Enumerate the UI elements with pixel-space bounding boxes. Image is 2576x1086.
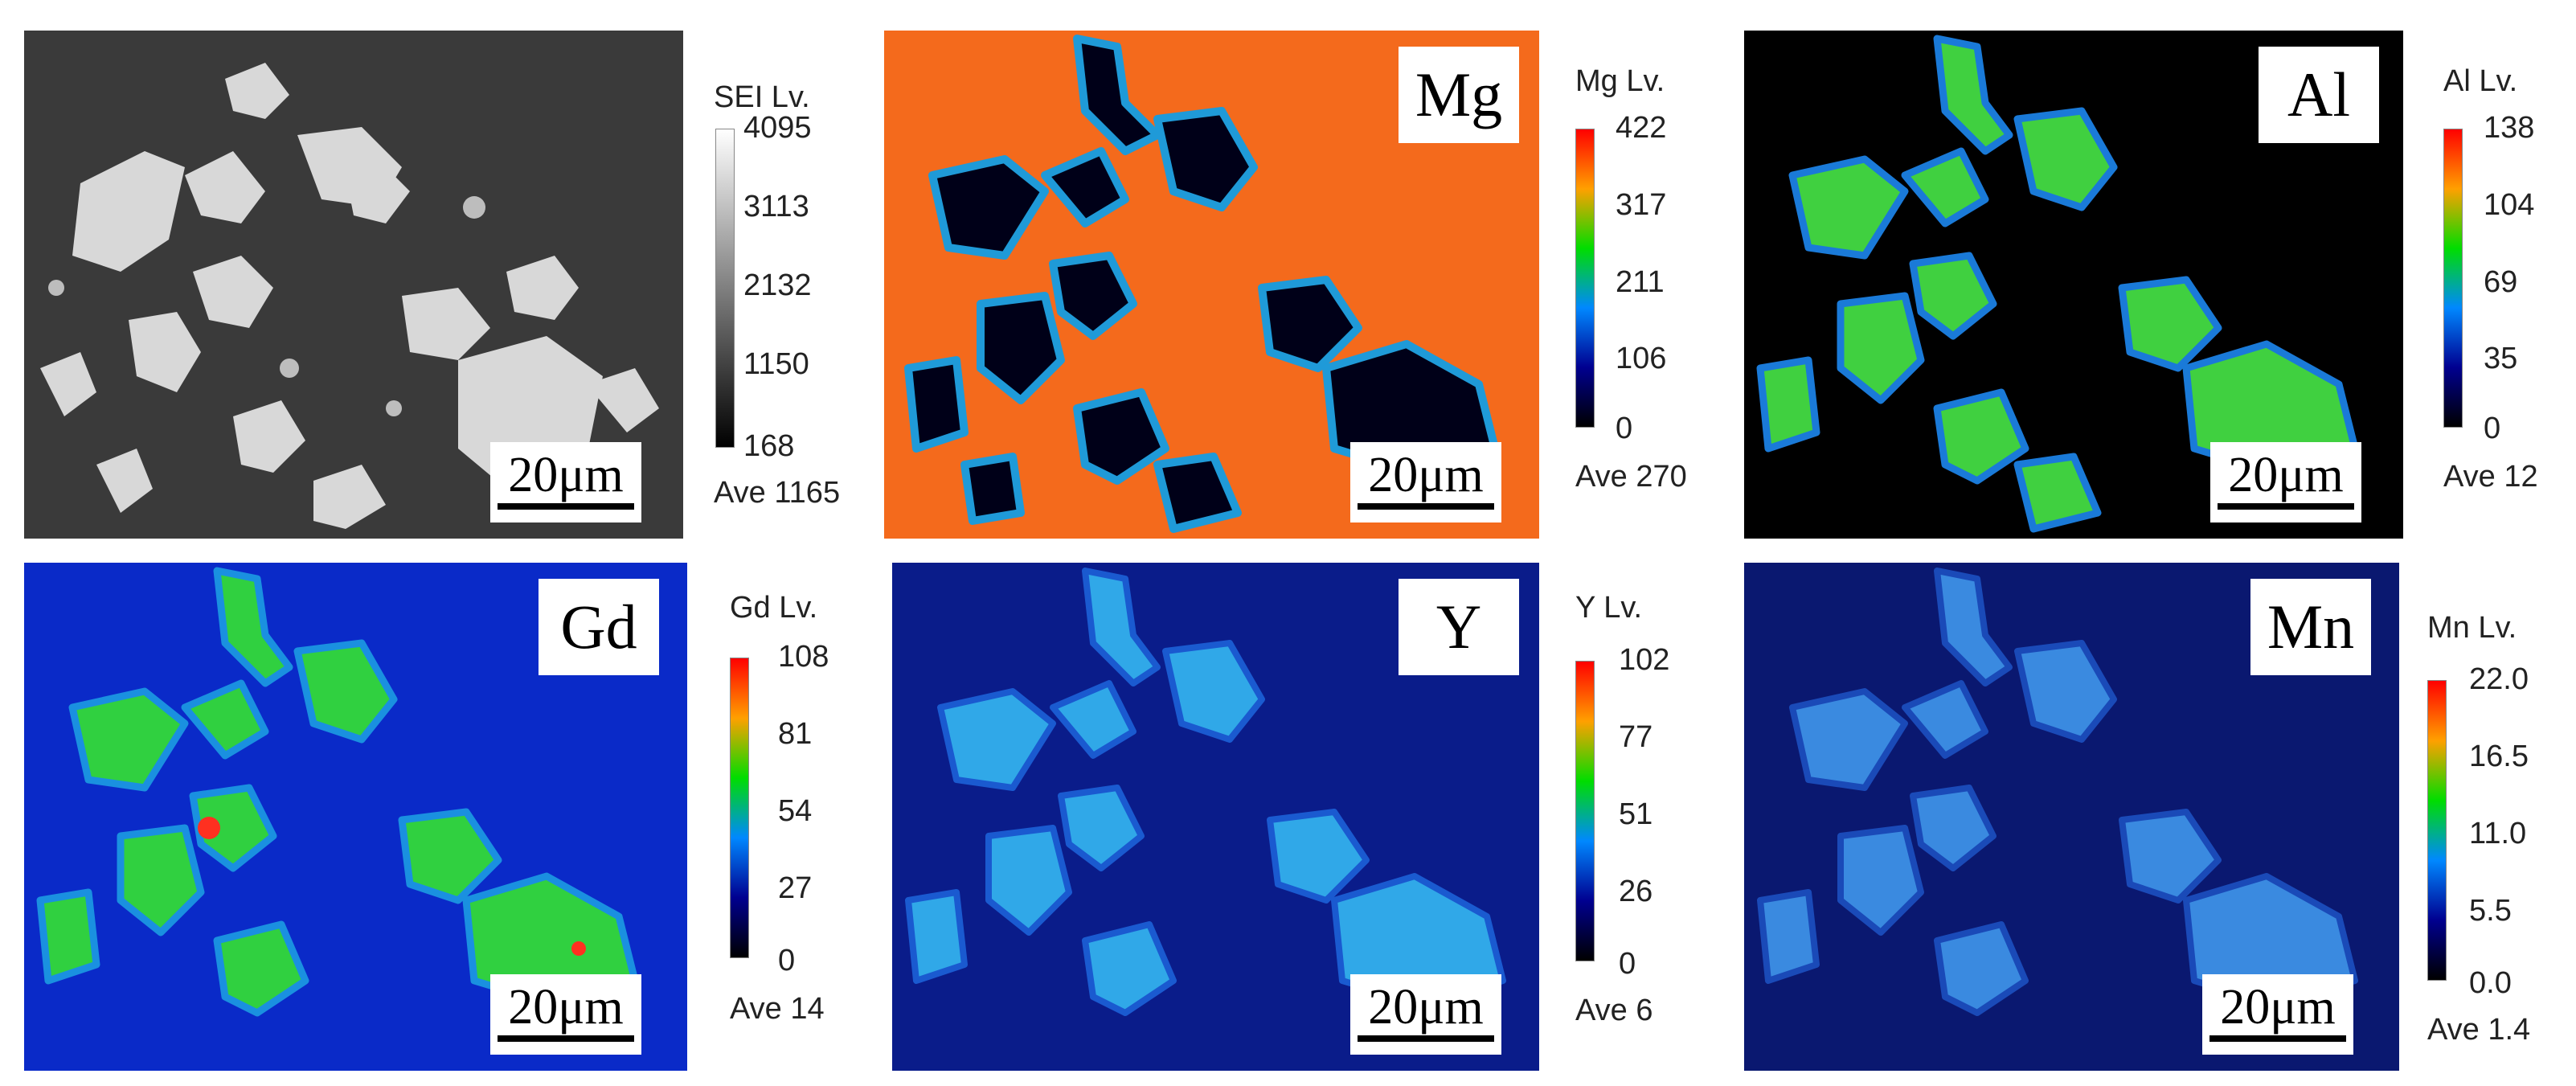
al-tick: 138	[2484, 111, 2535, 145]
gd-tick: 0	[778, 944, 796, 977]
al-ave: Ave 12	[2443, 460, 2538, 494]
mn-colorbar	[2427, 680, 2447, 981]
y-tick: 26	[1619, 875, 1653, 908]
sei-micrograph	[24, 31, 683, 539]
element-label: Al	[2259, 47, 2379, 143]
al-map-image: Al 20μm	[1744, 31, 2403, 539]
y-tick: 102	[1619, 643, 1670, 677]
al-tick: 35	[2484, 342, 2518, 375]
mn-tick: 22.0	[2469, 662, 2529, 696]
scale-bar: 20μm	[2210, 442, 2361, 523]
gd-legend-title: Gd Lv.	[730, 591, 818, 625]
mn-legend-title: Mn Lv.	[2427, 611, 2517, 645]
scale-bar: 20μm	[1350, 974, 1501, 1055]
y-map-image: Y 20μm	[892, 563, 1539, 1071]
mn-tick: 16.5	[2469, 740, 2529, 773]
scale-bar-line	[1358, 1035, 1494, 1042]
scale-bar-line	[2218, 503, 2354, 510]
scale-bar-line	[2209, 1035, 2346, 1042]
scale-bar: 20μm	[1350, 442, 1501, 523]
element-label: Gd	[539, 579, 659, 675]
scale-bar-label: 20μm	[1368, 980, 1484, 1035]
al-legend-title: Al Lv.	[2443, 64, 2518, 98]
gd-tick: 81	[778, 717, 813, 751]
mn-tick: 5.5	[2469, 894, 2512, 928]
scale-bar-label: 20μm	[1368, 448, 1484, 502]
scale-bar: 20μm	[490, 442, 641, 523]
sei-tick: 2132	[743, 268, 812, 302]
al-tick: 104	[2484, 188, 2535, 222]
mn-map-image: Mn 20μm	[1744, 563, 2399, 1071]
mg-tick: 317	[1616, 188, 1667, 222]
mg-map-image: Mg 20μm	[884, 31, 1539, 539]
scale-bar: 20μm	[490, 974, 641, 1055]
y-tick: 51	[1619, 797, 1653, 831]
y-tick: 77	[1619, 720, 1653, 754]
mn-ave: Ave 1.4	[2427, 1013, 2531, 1047]
mn-tick: 11.0	[2469, 817, 2527, 850]
sei-legend-title: SEI Lv.	[714, 80, 810, 114]
mg-legend-title: Mg Lv.	[1575, 64, 1665, 98]
sei-tick: 1150	[743, 347, 809, 381]
scale-bar-label: 20μm	[2228, 448, 2344, 502]
mg-tick: 0	[1616, 412, 1633, 445]
scale-bar-line	[1358, 503, 1494, 510]
al-tick: 0	[2484, 412, 2501, 445]
mg-tick: 422	[1616, 111, 1667, 145]
y-colorbar	[1575, 661, 1595, 961]
element-label: Mn	[2250, 579, 2371, 675]
sei-tick: 168	[743, 429, 795, 463]
scale-bar-line	[498, 1035, 634, 1042]
y-tick: 0	[1619, 947, 1636, 981]
mg-tick: 211	[1616, 265, 1665, 299]
mg-ave: Ave 270	[1575, 460, 1687, 494]
gd-tick: 54	[778, 794, 813, 828]
element-label: Y	[1399, 579, 1519, 675]
sei-colorbar	[715, 129, 735, 448]
y-ave: Ave 6	[1575, 994, 1653, 1027]
sei-map-image: 20μm	[24, 31, 683, 539]
scale-bar: 20μm	[2202, 974, 2353, 1055]
gd-ave: Ave 14	[730, 992, 825, 1026]
mn-tick: 0.0	[2469, 966, 2512, 1000]
sei-tick: 4095	[743, 111, 812, 145]
mg-colorbar	[1575, 129, 1595, 428]
scale-bar-label: 20μm	[2220, 980, 2336, 1035]
scale-bar-label: 20μm	[508, 980, 624, 1035]
sei-tick: 3113	[743, 190, 809, 223]
scale-bar-line	[498, 503, 634, 510]
gd-colorbar	[730, 658, 749, 958]
al-colorbar	[2443, 129, 2463, 428]
scale-bar-label: 20μm	[508, 448, 624, 502]
sei-ave: Ave 1165	[714, 476, 841, 510]
al-tick: 69	[2484, 265, 2518, 299]
mg-tick: 106	[1616, 342, 1667, 375]
gd-map-image: Gd 20μm	[24, 563, 687, 1071]
y-legend-title: Y Lv.	[1575, 591, 1643, 625]
element-label: Mg	[1399, 47, 1519, 143]
gd-tick: 27	[778, 871, 813, 905]
gd-tick: 108	[778, 640, 829, 674]
